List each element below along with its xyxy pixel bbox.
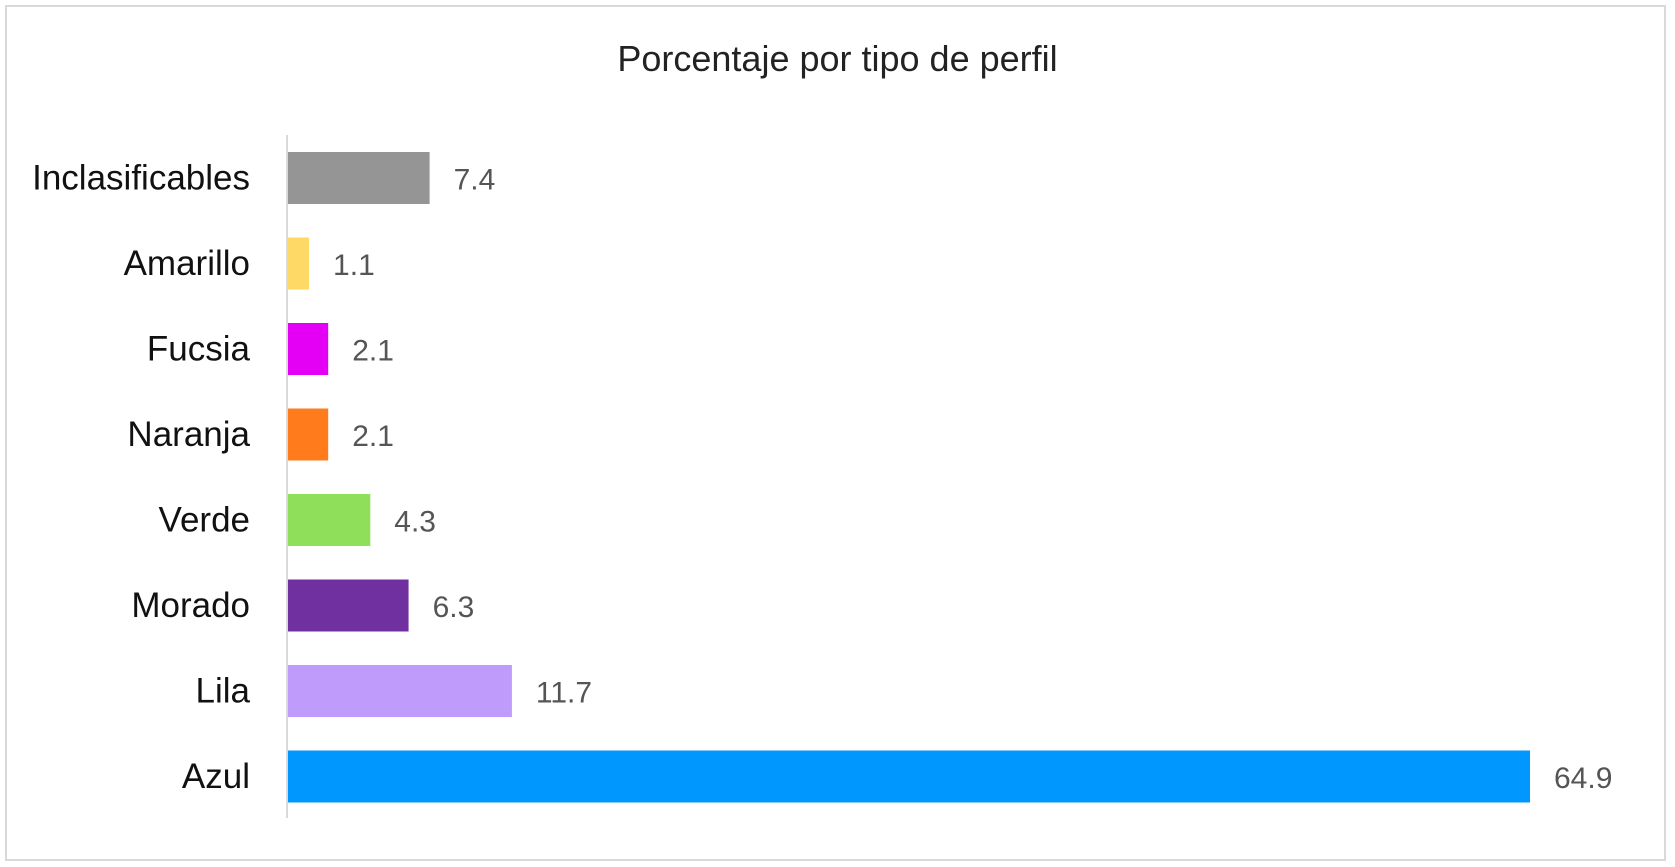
data-label: 11.7 bbox=[536, 677, 592, 710]
data-label: 64.9 bbox=[1554, 762, 1612, 795]
chart-frame bbox=[5, 5, 1666, 861]
data-label: 6.3 bbox=[433, 591, 475, 624]
data-label: 7.4 bbox=[454, 164, 496, 197]
category-label: Verde bbox=[159, 501, 250, 540]
category-label: Fucsia bbox=[147, 330, 251, 369]
category-label: Lila bbox=[196, 672, 251, 711]
bar-fucsia bbox=[288, 323, 329, 375]
bar-naranja bbox=[288, 408, 329, 461]
category-label: Morado bbox=[131, 586, 250, 625]
chart-title: Porcentaje por tipo de perfil bbox=[617, 38, 1058, 79]
bar-morado bbox=[288, 579, 409, 632]
data-label: 1.1 bbox=[333, 249, 375, 282]
category-label: Azul bbox=[182, 757, 250, 796]
data-label: 2.1 bbox=[352, 420, 394, 453]
bar-verde bbox=[288, 494, 371, 546]
bar-amarillo bbox=[288, 237, 310, 290]
bar-lila bbox=[288, 665, 512, 717]
bar-inclasificables bbox=[288, 152, 430, 204]
category-label: Inclasificables bbox=[32, 159, 250, 198]
category-label: Amarillo bbox=[124, 244, 250, 283]
data-label: 4.3 bbox=[394, 506, 436, 539]
data-label: 2.1 bbox=[352, 335, 394, 368]
bar-azul bbox=[288, 750, 1530, 803]
category-label: Naranja bbox=[127, 415, 250, 454]
